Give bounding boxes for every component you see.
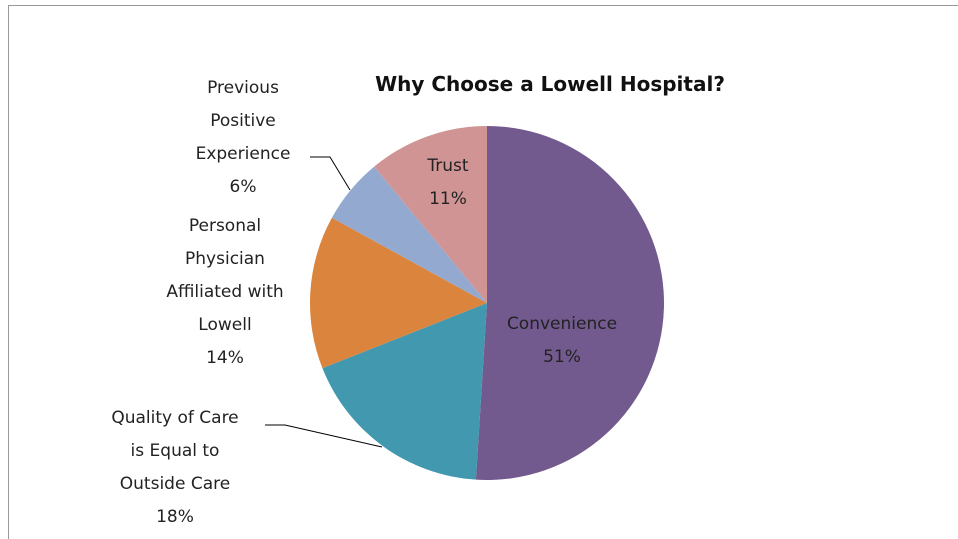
value-label: 11% (429, 189, 467, 209)
pie-slice (322, 303, 487, 480)
category-label: Previous Positive Experience (195, 78, 291, 164)
chart-title: Why Choose a Lowell Hospital? (375, 72, 725, 96)
value-label: 51% (543, 347, 581, 367)
category-label: Quality of Care is Equal to Outside Care (111, 408, 239, 494)
category-label: Personal Physician Affiliated with Lowel… (166, 216, 284, 335)
pie-slice (475, 126, 665, 481)
pie-slice (374, 126, 487, 303)
leader-line (310, 156, 351, 191)
value-label: 14% (206, 348, 244, 368)
slice-label: Convenience 51% (482, 308, 642, 374)
slice-label: Personal Physician Affiliated with Lowel… (153, 210, 298, 375)
value-label: 6% (229, 177, 257, 197)
value-label: 18% (156, 507, 194, 527)
slice-label: Previous Positive Experience 6% (181, 72, 306, 204)
pie-slice (310, 217, 487, 369)
category-label: Convenience (506, 314, 618, 334)
slice-label: Quality of Care is Equal to Outside Care… (105, 402, 245, 534)
pie-slice (331, 166, 487, 303)
leader-line (265, 424, 383, 448)
slice-label: Trust 11% (408, 150, 488, 216)
category-label: Trust (427, 156, 469, 176)
frame (8, 5, 958, 539)
